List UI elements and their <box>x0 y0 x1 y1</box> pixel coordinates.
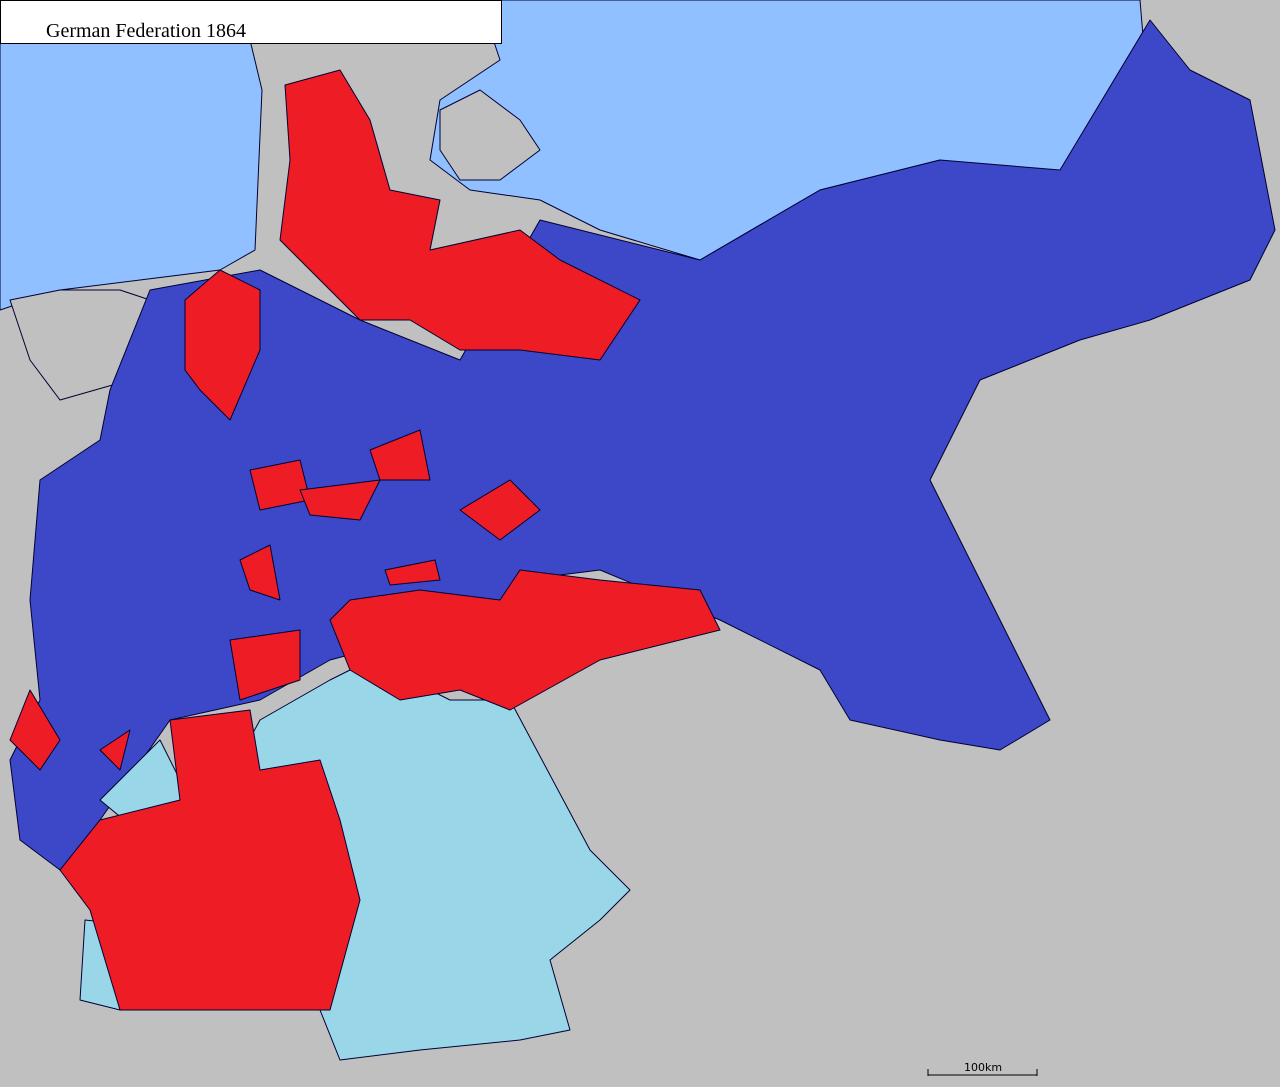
birkenfeld <box>99 729 131 771</box>
luxembourg <box>9 689 61 771</box>
nassau <box>239 544 281 601</box>
oldenburg <box>184 269 261 421</box>
title-box <box>0 0 502 44</box>
red-states <box>9 69 721 1011</box>
scale-bar <box>927 1069 1038 1076</box>
hesse <box>229 629 301 701</box>
brunswick <box>369 429 431 481</box>
holstein-mecklenburg <box>279 69 641 361</box>
map-title: German Federation 1864 <box>46 20 246 42</box>
scale-label: 100km <box>964 1061 1002 1074</box>
waldeck <box>299 479 381 521</box>
prussia <box>9 19 1276 871</box>
denmark-islands <box>439 89 541 181</box>
wurttemberg-baden <box>59 709 361 1011</box>
saxony-thuringia <box>329 569 721 711</box>
schwarzburg <box>384 559 441 586</box>
anhalt <box>459 479 541 541</box>
